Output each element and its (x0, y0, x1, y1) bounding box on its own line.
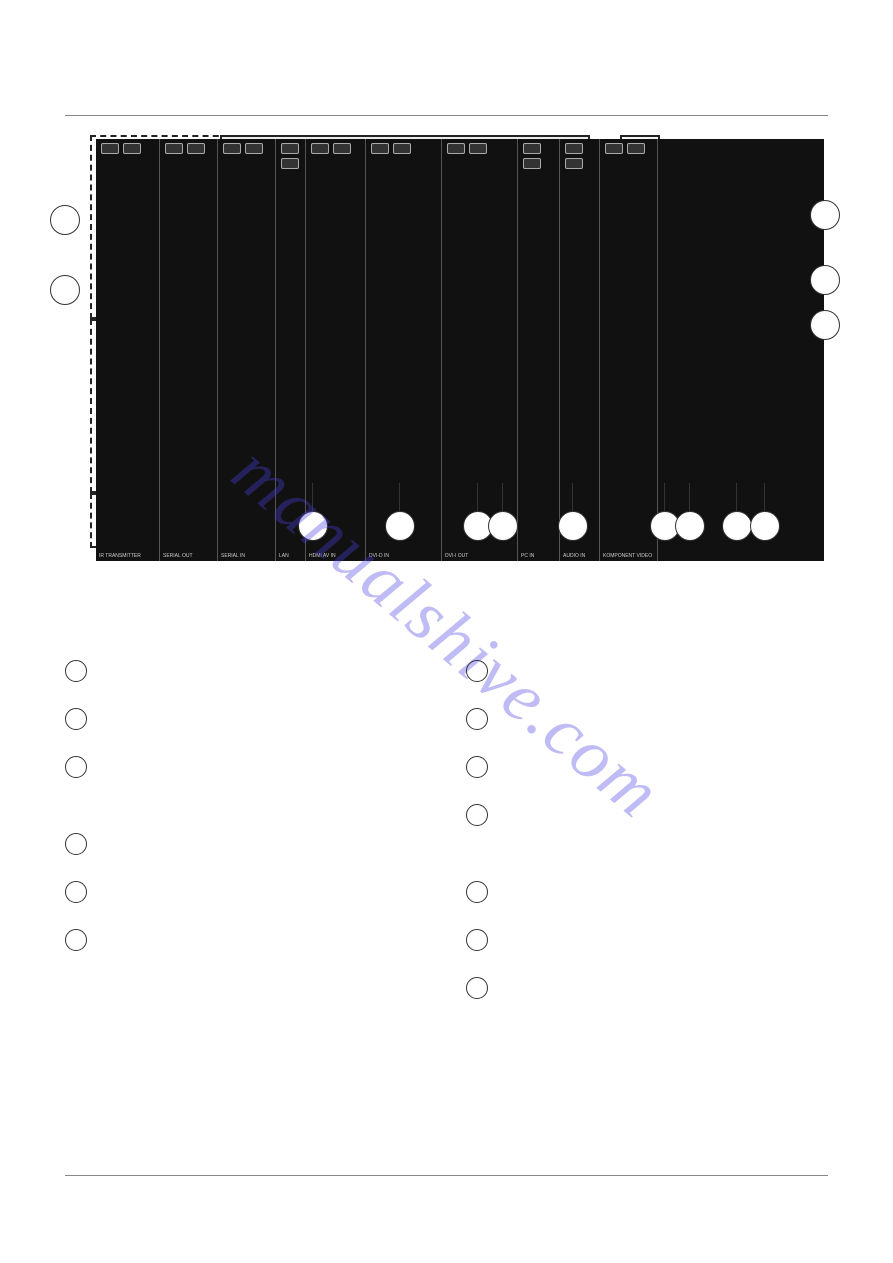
port-label: LAN (279, 553, 302, 559)
ref-number-circle (466, 881, 488, 903)
ref-circle (50, 205, 80, 235)
ref-circle (558, 511, 588, 541)
ref-number-circle (65, 756, 87, 778)
ref-circle (298, 511, 328, 541)
ref-body (97, 660, 438, 663)
ref-number-circle (65, 708, 87, 730)
ref-number-circle (65, 833, 87, 855)
ref-circle (722, 511, 752, 541)
ref-item (466, 708, 839, 730)
ref-col-left (65, 660, 438, 1025)
ref-body (97, 833, 438, 852)
ref-number-circle (466, 977, 488, 999)
ref-item (65, 929, 438, 951)
ref-circle (50, 275, 80, 305)
port-cell: SERIAL OUT (160, 139, 218, 561)
ref-circle (810, 200, 840, 230)
ref-col-right (466, 660, 839, 1025)
ref-body (97, 756, 438, 807)
ref-body (498, 929, 839, 932)
ref-item (65, 660, 438, 682)
ref-circle (488, 511, 518, 541)
ref-item (466, 977, 839, 999)
ref-number-circle (466, 708, 488, 730)
ref-number-circle (65, 660, 87, 682)
port-label: DVI-D IN (369, 553, 438, 559)
ref-body (498, 881, 839, 884)
ref-item (65, 708, 438, 730)
ref-body (498, 977, 839, 980)
ref-body (97, 929, 438, 932)
port-label: SERIAL OUT (163, 553, 214, 559)
connector-diagram: IR TRANSMITTER SERIAL OUT SERIAL IN LAN HDMI… (90, 135, 830, 565)
ref-item (466, 881, 839, 903)
ref-number-circle (466, 756, 488, 778)
ref-circle (385, 511, 415, 541)
ref-body (97, 708, 438, 711)
ref-number-circle (65, 881, 87, 903)
port-label: IR TRANSMITTER (99, 553, 156, 559)
ref-body (498, 660, 839, 663)
ref-circle (810, 310, 840, 340)
port-cell: IR TRANSMITTER (96, 139, 160, 561)
ref-body (498, 708, 839, 711)
ref-circle (810, 265, 840, 295)
port-label: HDMI AV IN (309, 553, 362, 559)
ref-circle (750, 511, 780, 541)
ref-desc (498, 807, 839, 855)
ref-item (466, 804, 839, 855)
ref-item (466, 660, 839, 682)
ref-body (498, 756, 839, 759)
ref-item (65, 881, 438, 903)
ref-item (466, 756, 839, 778)
ref-desc (97, 836, 438, 852)
rule-top (65, 115, 828, 116)
port-label: KOMPONENT VIDEO IN (603, 553, 654, 559)
ref-body (498, 804, 839, 855)
port-label: DVI-I OUT (445, 553, 514, 559)
port-label: SERIAL IN (221, 553, 272, 559)
ref-item (65, 833, 438, 855)
port-label: PC IN (521, 553, 556, 559)
ref-body (97, 881, 438, 900)
ref-number-circle (466, 660, 488, 682)
ref-item (65, 756, 438, 807)
ref-desc (97, 884, 438, 900)
port-label: AUDIO IN (563, 553, 596, 559)
ref-number-circle (466, 804, 488, 826)
ref-number-circle (65, 929, 87, 951)
reference-columns (65, 660, 838, 1025)
rule-bottom (65, 1175, 828, 1176)
ref-circle (675, 511, 705, 541)
ref-desc (97, 759, 438, 807)
ref-number-circle (466, 929, 488, 951)
ref-item (466, 929, 839, 951)
